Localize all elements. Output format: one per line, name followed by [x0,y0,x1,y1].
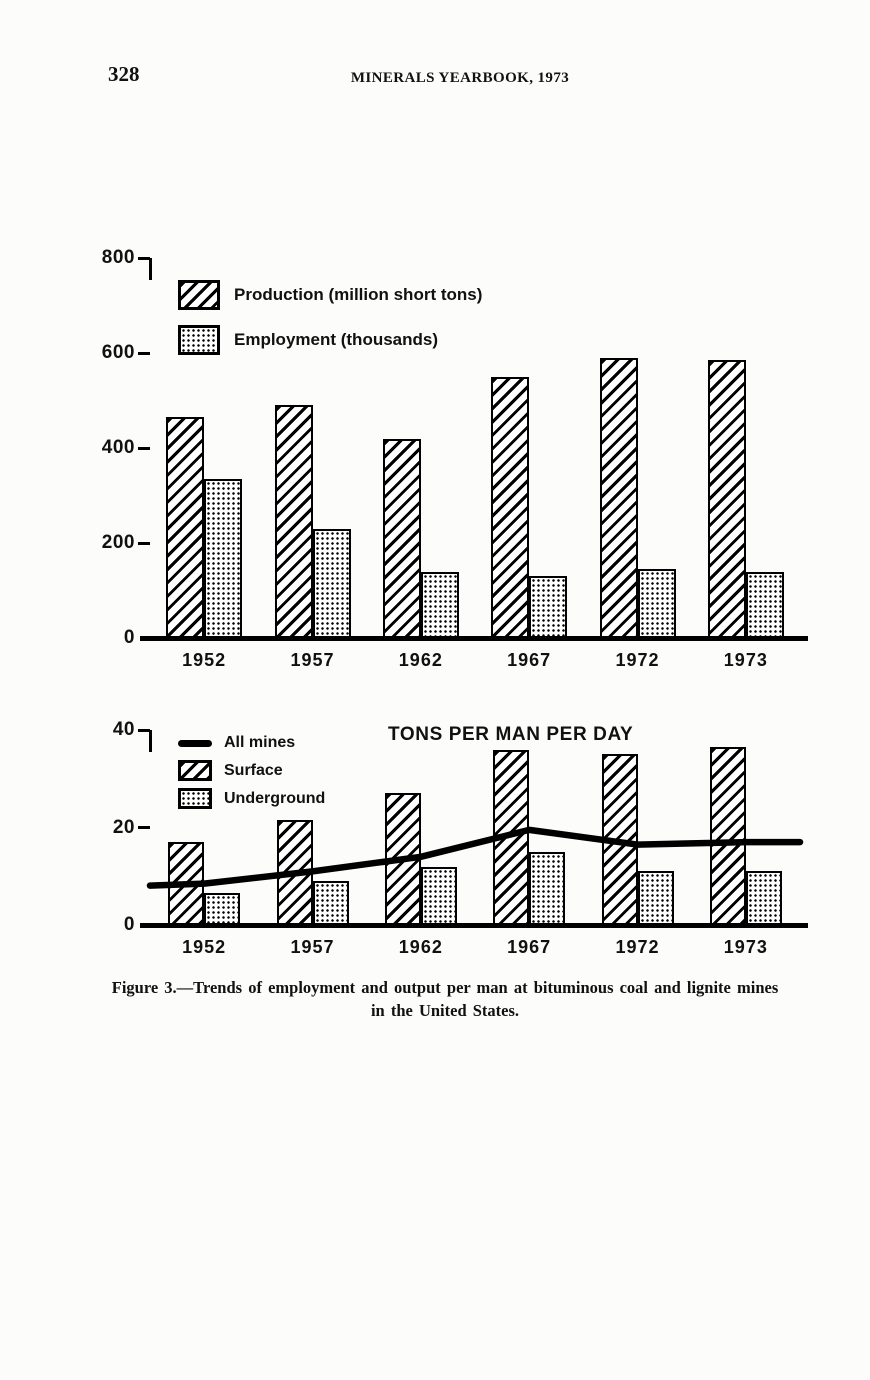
tons-per-man-per-day-chart: 0 20 40 1952 1957 1962 1967 1972 1973 All mines Su… [113,719,808,957]
y-axis-tick-label: 40 [112,719,135,740]
y-axis-tick-label: 0 [123,914,135,935]
bar-underground-1957 [312,881,349,925]
chart-title: TONS PER MAN PER DAY [388,724,634,745]
bar-production-1973 [707,360,746,638]
page-header: MINERALS YEARBOOK, 1973 [350,70,570,86]
y-axis-tick-label: 800 [101,247,135,268]
bar-underground-1952 [204,893,241,925]
y-axis-tick [138,826,150,829]
y-axis-tick [138,728,150,732]
legend-line-swatch [178,739,212,747]
bar-production-1962 [382,438,421,638]
production-employment-chart: 0 200 400 600 800 1952 1957 1962 1967 1972 1973 Pro… [102,247,808,670]
bar-employment-1952 [204,478,243,638]
bar-surface-1967 [493,749,530,925]
bar-underground-1973 [745,871,782,925]
page-number: 328 [108,62,140,86]
x-axis-label: 1952 [182,937,227,957]
bar-employment-1967 [529,576,568,638]
bar-surface-1972 [601,754,638,925]
bar-surface-1973 [709,747,746,925]
x-axis-label: 1962 [398,650,443,670]
bar-employment-1972 [637,569,676,638]
y-axis-tick [138,351,150,355]
bar-surface-1957 [276,820,313,925]
bar-underground-1972 [637,871,674,925]
y-axis-tick [138,541,150,545]
bar-employment-1957 [312,528,351,638]
bar-production-1967 [491,376,530,638]
y-axis-tick-label: 20 [112,816,135,838]
y-axis-tick [138,446,150,450]
x-axis-label: 1967 [507,650,552,670]
x-axis-label: 1973 [723,937,768,957]
bar-employment-1973 [745,571,784,638]
x-axis-label: 1952 [182,650,227,670]
x-axis-label: 1957 [290,937,335,957]
bar-production-1972 [599,357,638,638]
y-axis-tick-label: 0 [123,627,135,648]
y-axis-tick-label: 400 [101,437,135,458]
legend-dots-swatch [178,788,212,809]
x-axis-label: 1972 [615,650,660,670]
legend-dots-swatch [178,325,220,355]
legend-label: Underground [224,790,326,807]
y-axis-stub [149,730,152,752]
bar-production-1952 [166,417,205,638]
bar-surface-1952 [168,842,205,925]
bar-employment-1962 [420,571,459,638]
legend-label: All mines [224,734,296,751]
x-axis-label: 1962 [398,937,443,957]
x-axis-label: 1972 [615,937,660,957]
bar-underground-1967 [529,851,566,925]
legend-hatch-swatch [178,760,212,781]
x-axis-line [140,922,808,928]
y-axis-tick [138,256,150,260]
bar-underground-1962 [420,866,457,925]
x-axis-label: 1957 [290,650,335,670]
figure-caption: Figure 3.—Trends of employment and outpu… [111,978,779,1021]
y-axis-tick-label: 600 [101,342,135,363]
legend-label: Surface [224,762,283,779]
x-axis-label: 1967 [507,937,552,957]
bar-surface-1962 [384,793,421,925]
x-axis-label: 1973 [723,650,768,670]
y-axis-tick-label: 200 [101,532,135,553]
legend-label: Production (million short tons) [234,285,483,304]
legend-hatch-swatch [178,280,220,310]
x-axis-line [140,635,808,641]
y-axis-stub [149,258,152,280]
bar-production-1957 [274,405,313,638]
legend-label: Employment (thousands) [234,330,439,349]
